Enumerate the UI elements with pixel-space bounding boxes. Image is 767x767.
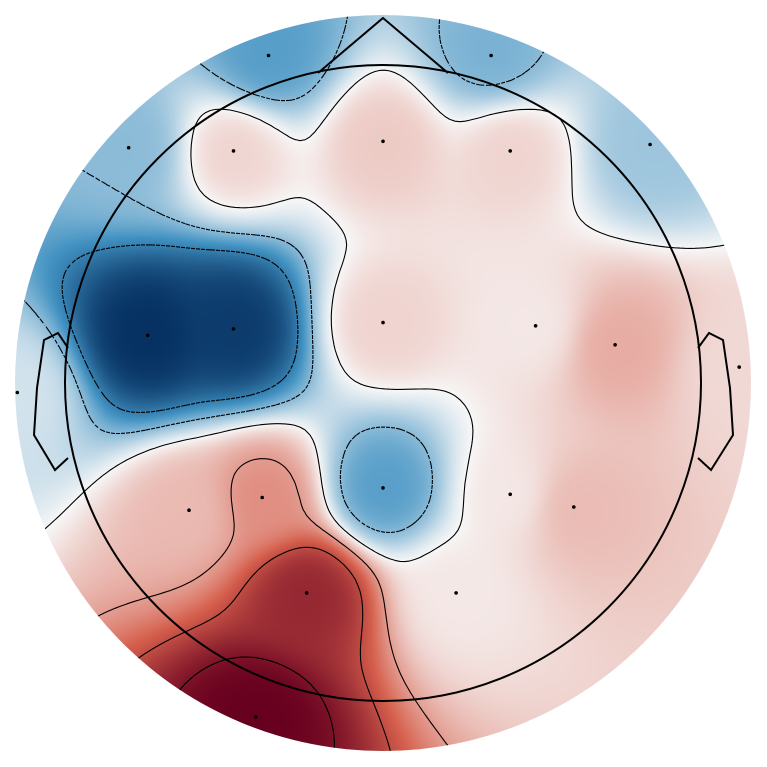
contour-level [15,69,751,563]
sensor-dot [648,142,652,147]
sensor-dot [126,145,131,150]
sensor-dot [533,324,538,328]
sensor-dot [187,508,191,512]
head-outline [64,64,702,702]
sensor-dot [508,149,512,153]
sensor-dot [381,486,385,490]
sensor-dot [266,53,271,58]
sensor-dot [304,591,309,595]
sensor-dot [613,343,617,347]
sensor-dot [381,320,385,325]
sensor-markers [15,53,741,719]
sensor-dot [145,333,150,338]
sensor-dot [454,591,458,595]
sensor-dot [508,492,512,497]
sensor-dot [231,149,236,153]
contour-level [61,244,299,414]
sensor-dot [254,715,258,719]
left-ear-outline [32,331,69,472]
sensor-dot [489,53,493,58]
sensor-dot [260,495,265,500]
sensor-dot [381,139,385,144]
right-ear-outline [697,331,735,472]
sensor-dot [15,390,20,395]
sensor-dot [737,365,741,369]
nose-outline [317,16,449,74]
sensor-dot [572,505,576,509]
sensor-dot [231,327,236,331]
